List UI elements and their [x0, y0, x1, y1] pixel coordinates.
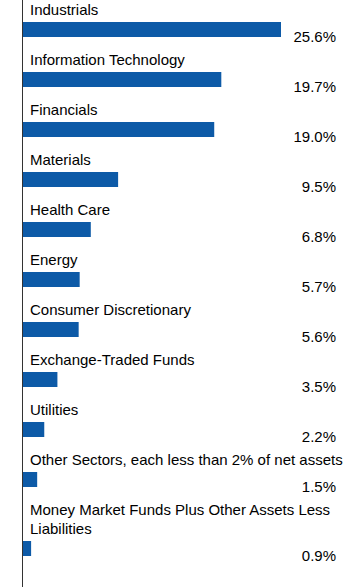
bar: [22, 122, 214, 137]
bar: [22, 72, 221, 87]
axis-line: [22, 0, 23, 587]
category-label: Financials: [30, 101, 98, 118]
data-label: 5.7%: [302, 278, 336, 295]
category-label: Health Care: [30, 201, 110, 218]
category-label: Industrials: [30, 1, 98, 18]
bar: [22, 541, 31, 556]
category-label-line: Money Market Funds Plus Other Assets Les…: [30, 501, 330, 518]
data-label: 0.9%: [302, 547, 336, 564]
bar: [22, 272, 80, 287]
category-label-line: Financials: [30, 101, 98, 118]
data-label: 25.6%: [293, 28, 336, 45]
chart: Industrials 25.6% Information Technology 19…: [0, 0, 360, 587]
data-label: 6.8%: [302, 228, 336, 245]
category-label-line: Consumer Discretionary: [30, 301, 191, 318]
category-label-line: Exchange-Traded Funds: [30, 351, 195, 368]
bar: [22, 472, 37, 487]
data-label: 9.5%: [302, 178, 336, 195]
category-label: Exchange-Traded Funds: [30, 351, 195, 368]
bar: [22, 422, 44, 437]
category-label: Other Sectors, each less than 2% of net …: [30, 451, 343, 468]
category-label-line: Health Care: [30, 201, 110, 218]
data-label: 19.0%: [293, 128, 336, 145]
bars: [22, 22, 281, 556]
category-label-line: Other Sectors, each less than 2% of net …: [30, 451, 343, 468]
category-label-line: Energy: [30, 251, 78, 268]
data-label: 19.7%: [293, 78, 336, 95]
data-label: 5.6%: [302, 328, 336, 345]
category-label: Consumer Discretionary: [30, 301, 191, 318]
category-label: Energy: [30, 251, 78, 268]
bar: [22, 22, 281, 37]
category-label-line: Industrials: [30, 1, 98, 18]
bar: [22, 322, 79, 337]
category-label: Information Technology: [30, 51, 185, 68]
category-label-line: Information Technology: [30, 51, 185, 68]
category-label: Materials: [30, 151, 91, 168]
category-label-line: Utilities: [30, 401, 78, 418]
data-label: 2.2%: [302, 428, 336, 445]
category-label-line: Liabilities: [30, 520, 92, 537]
category-label: Money Market Funds Plus Other Assets Les…: [30, 501, 330, 537]
data-label: 3.5%: [302, 378, 336, 395]
bar: [22, 172, 118, 187]
bar: [22, 222, 91, 237]
category-label-line: Materials: [30, 151, 91, 168]
bar: [22, 372, 57, 387]
category-label: Utilities: [30, 401, 78, 418]
data-label: 1.5%: [302, 478, 336, 495]
